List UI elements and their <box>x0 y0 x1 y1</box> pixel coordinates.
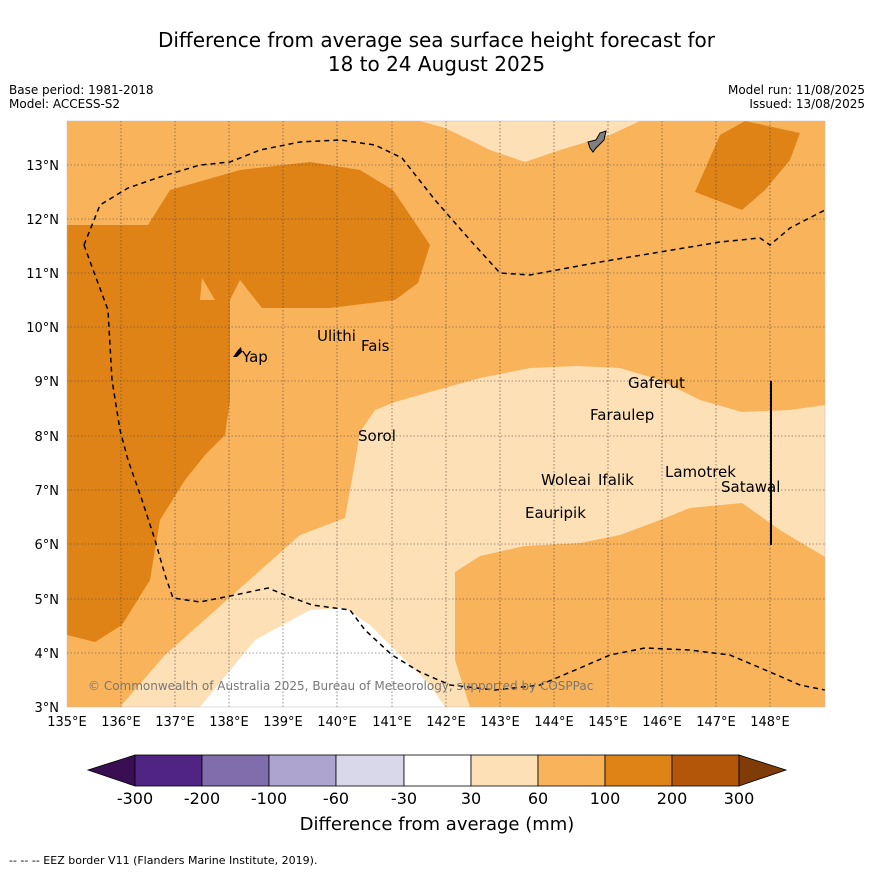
colorbar-label: -60 <box>323 789 349 808</box>
lon-label: 140°E <box>317 715 357 730</box>
lat-label: 5°N <box>35 593 60 608</box>
band-30-60-north <box>420 121 640 162</box>
colorbar-segment <box>671 754 740 787</box>
lon-label: 141°E <box>372 715 412 730</box>
band-100-200-northeast <box>695 121 800 210</box>
colorbar-label: 200 <box>657 789 688 808</box>
lat-label: 13°N <box>26 159 59 174</box>
place-gaferut: Gaferut <box>628 374 685 392</box>
colorbar-label: -100 <box>251 789 287 808</box>
map-title: Difference from average sea surface heig… <box>0 28 873 76</box>
colorbar-labels: -300 -200 -100 -60 -30 30 60 100 200 300 <box>117 789 754 808</box>
lon-label: 146°E <box>642 715 682 730</box>
lat-label: 6°N <box>35 538 60 553</box>
run-info: Model run: 11/08/2025 Issued: 13/08/2025 <box>728 83 865 111</box>
colorbar-extend-low <box>86 754 136 787</box>
eez-footnote: -- -- -- EEZ border V11 (Flanders Marine… <box>9 854 318 867</box>
band-notch <box>200 278 215 300</box>
map-frame <box>66 120 826 708</box>
colorbar-segment <box>470 754 539 787</box>
place-eauripik: Eauripik <box>525 504 586 522</box>
place-satawal: Satawal <box>721 478 780 496</box>
lon-label: 139°E <box>263 715 303 730</box>
lon-label: 147°E <box>696 715 736 730</box>
place-yap: Yap <box>241 348 268 366</box>
colorbar-label: -200 <box>184 789 220 808</box>
lat-label: 8°N <box>35 430 60 445</box>
title-line-1: Difference from average sea surface heig… <box>157 28 716 52</box>
guam-island <box>587 130 607 153</box>
place-faraulep: Faraulep <box>590 406 654 424</box>
colorbar-segment <box>403 754 472 787</box>
base-period: Base period: 1981-2018 <box>9 83 154 97</box>
anomaly-field <box>67 121 825 707</box>
lat-label: 7°N <box>35 484 60 499</box>
model-name: Model: ACCESS-S2 <box>9 97 121 111</box>
place-sorol: Sorol <box>358 427 396 445</box>
colorbar-segment <box>268 754 337 787</box>
lon-label: 142°E <box>426 715 466 730</box>
colorbar-segment <box>537 754 606 787</box>
lon-label: 135°E <box>47 715 87 730</box>
lat-label: 9°N <box>35 375 60 390</box>
place-fais: Fais <box>361 337 390 355</box>
issued-date: Issued: 13/08/2025 <box>749 97 865 111</box>
colorbar-label: 300 <box>724 789 755 808</box>
lat-label: 11°N <box>26 267 59 282</box>
colorbar-label: 30 <box>461 789 481 808</box>
place-ulithi: Ulithi <box>317 327 356 345</box>
lon-label: 144°E <box>534 715 574 730</box>
colorbar-label: 60 <box>528 789 548 808</box>
lat-label: 12°N <box>26 213 59 228</box>
colorbar-extend-high <box>738 754 788 787</box>
lon-label: 138°E <box>209 715 249 730</box>
place-labels: Yap Ulithi Fais Sorol Gaferut Faraulep W… <box>241 327 780 522</box>
lon-label: 136°E <box>101 715 141 730</box>
place-woleai: Woleai <box>541 471 591 489</box>
lat-label: 3°N <box>35 701 60 716</box>
colorbar-label: -300 <box>117 789 153 808</box>
place-ifalik: Ifalik <box>598 471 634 489</box>
colorbar-segment <box>335 754 405 787</box>
latitude-labels: 3°N 4°N 5°N 6°N 7°N 8°N 9°N 10°N 11°N 12… <box>26 159 59 716</box>
band-100-200-west <box>67 162 430 642</box>
colorbar-segment <box>604 754 673 787</box>
gridlines <box>67 121 825 707</box>
lat-label: 4°N <box>35 647 60 662</box>
place-lamotrek: Lamotrek <box>665 463 736 481</box>
model-info: Base period: 1981-2018 Model: ACCESS-S2 <box>9 83 154 111</box>
lon-label: 137°E <box>155 715 195 730</box>
colorbar <box>86 754 788 787</box>
eez-border <box>83 139 826 691</box>
lon-label: 148°E <box>750 715 790 730</box>
band-neutral <box>200 608 445 707</box>
longitude-labels: 135°E 136°E 137°E 138°E 139°E 140°E 141°… <box>47 715 790 730</box>
model-run: Model run: 11/08/2025 <box>727 83 865 97</box>
lon-label: 145°E <box>588 715 628 730</box>
lat-label: 10°N <box>26 321 59 336</box>
colorbar-label: -30 <box>391 789 417 808</box>
colorbar-label: 100 <box>590 789 621 808</box>
title-line-2: 18 to 24 August 2025 <box>327 52 546 76</box>
yap-island <box>233 347 242 357</box>
colorbar-segment <box>134 754 203 787</box>
colorbar-title: Difference from average (mm) <box>300 814 575 835</box>
colorbar-segment <box>201 754 270 787</box>
lon-label: 143°E <box>480 715 520 730</box>
map-credit: © Commonwealth of Australia 2025, Bureau… <box>88 679 593 693</box>
